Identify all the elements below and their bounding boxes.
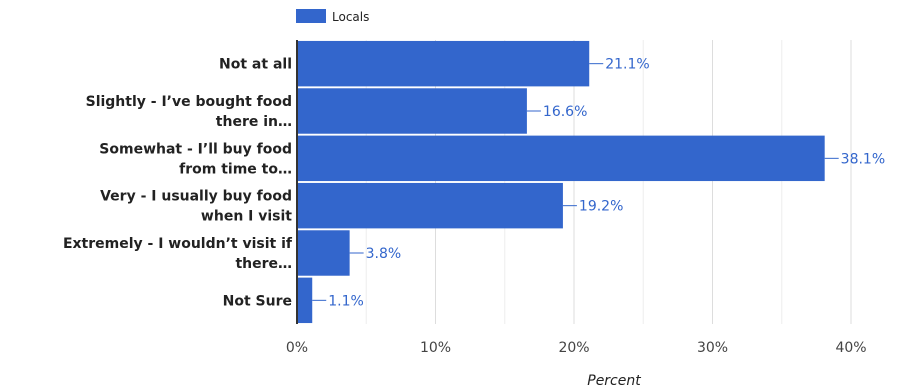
data-label: 1.1% bbox=[328, 293, 364, 309]
category-labels: Not at all Slightly - I’ve bought food the… bbox=[63, 57, 293, 310]
category-label: from time to… bbox=[179, 161, 292, 177]
category-label: there in… bbox=[216, 114, 292, 130]
bar bbox=[297, 182, 563, 229]
category-label: Slightly - I’ve bought food bbox=[86, 94, 292, 110]
data-label: 21.1% bbox=[605, 57, 649, 73]
category-label: there… bbox=[235, 256, 292, 272]
x-tick-label: 10% bbox=[420, 340, 451, 356]
legend-swatch-locals bbox=[296, 9, 326, 23]
x-tick-label: 0% bbox=[286, 340, 308, 356]
x-tick-label: 40% bbox=[835, 340, 866, 356]
data-label: 3.8% bbox=[366, 246, 402, 262]
bar bbox=[297, 135, 825, 182]
data-labels: 21.1% 16.6% 38.1% 19.2% 3.8% 1.1% bbox=[312, 57, 885, 309]
bar bbox=[297, 88, 527, 134]
x-tick-labels: 0% 10% 20% 30% 40% bbox=[286, 340, 867, 356]
x-tick-label: 20% bbox=[558, 340, 589, 356]
data-label: 19.2% bbox=[579, 199, 623, 215]
category-label: Not at all bbox=[219, 57, 292, 73]
data-label: 16.6% bbox=[543, 104, 587, 120]
gridlines bbox=[365, 40, 852, 324]
category-label: Extremely - I wouldn’t visit if bbox=[63, 236, 293, 252]
category-label: Very - I usually buy food bbox=[100, 189, 292, 205]
x-tick-label: 30% bbox=[697, 340, 728, 356]
legend-label-locals: Locals bbox=[332, 10, 369, 24]
category-label: when I visit bbox=[201, 209, 292, 225]
bar bbox=[297, 40, 590, 87]
x-axis-title: Percent bbox=[587, 373, 641, 389]
bar bbox=[297, 277, 313, 324]
category-label: Not Sure bbox=[223, 293, 292, 309]
data-label: 38.1% bbox=[841, 151, 885, 167]
category-label: Somewhat - I’ll buy food bbox=[99, 141, 292, 157]
bars bbox=[297, 40, 825, 324]
legend[interactable]: Locals bbox=[296, 9, 369, 24]
bar bbox=[297, 230, 350, 276]
